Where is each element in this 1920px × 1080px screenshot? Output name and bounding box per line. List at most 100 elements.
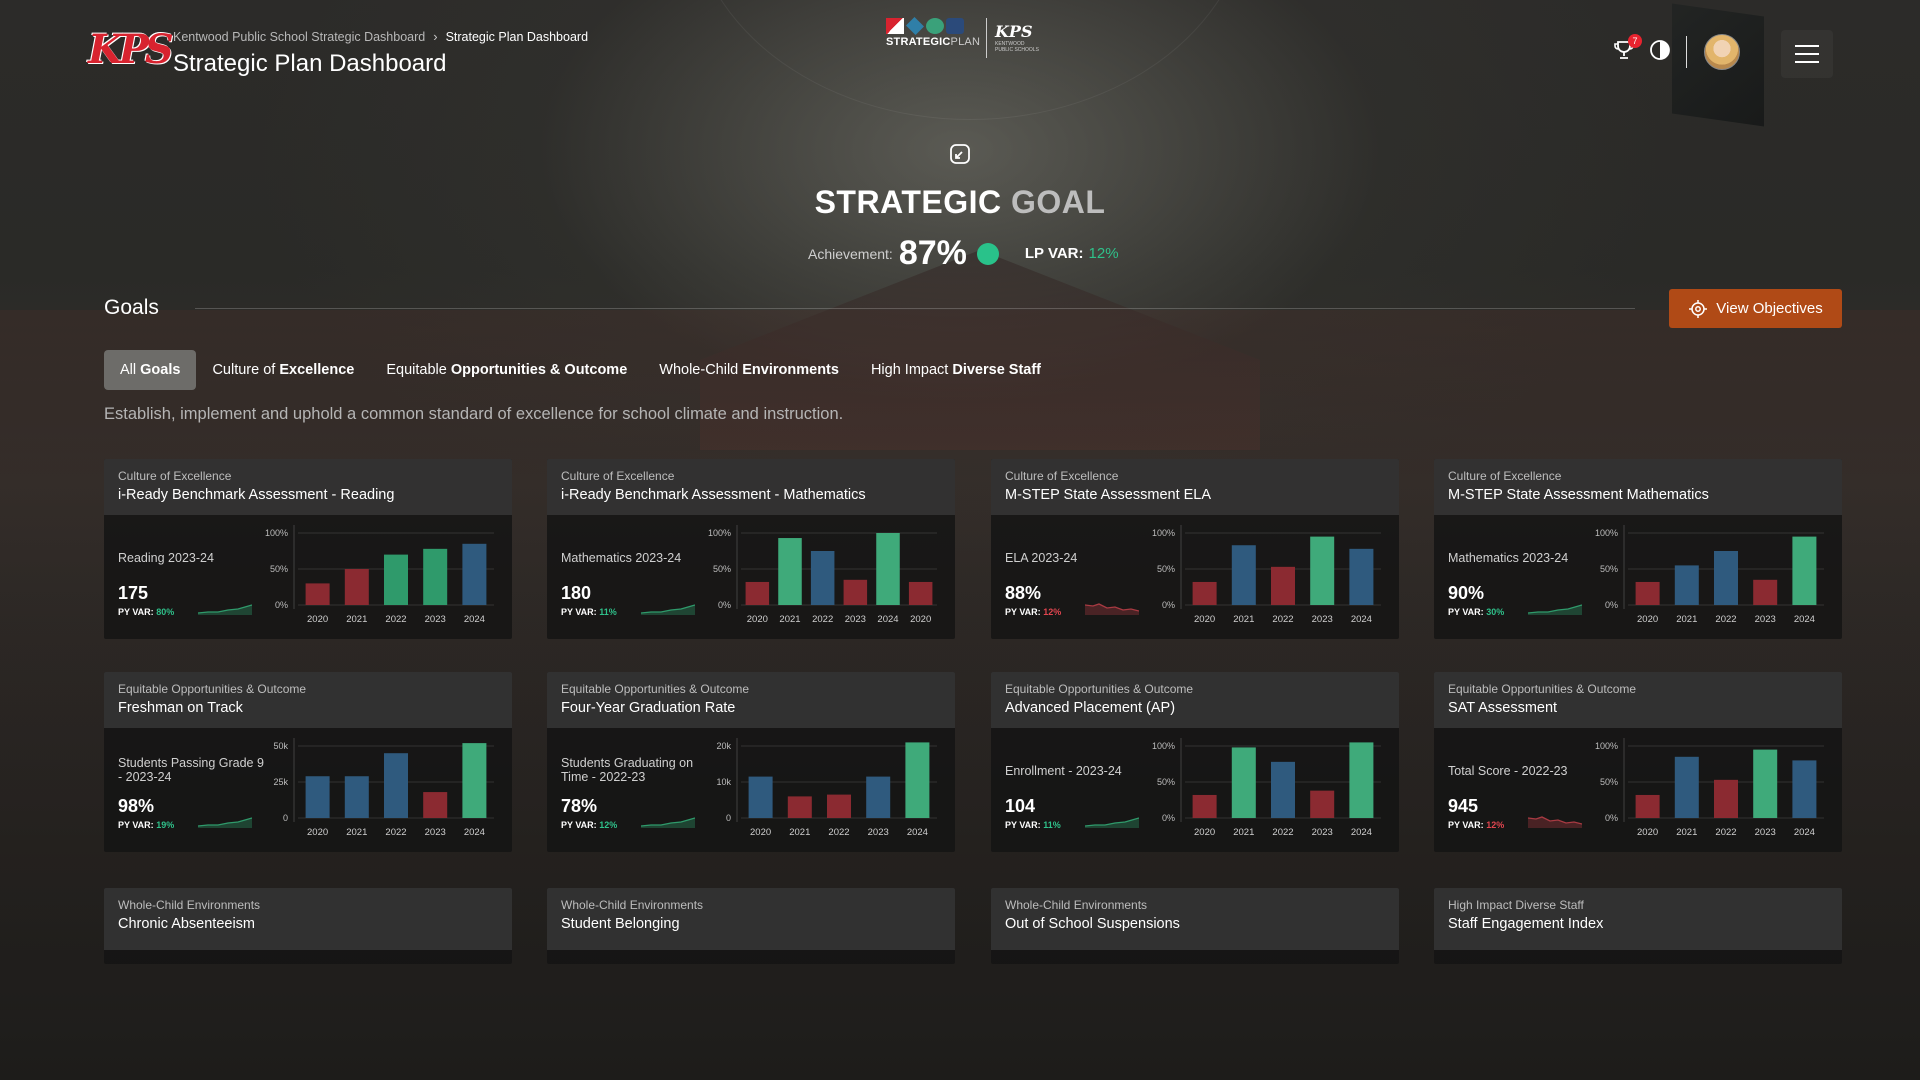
card-title: i-Ready Benchmark Assessment - Reading <box>118 487 395 503</box>
sparkline-line <box>641 604 695 614</box>
x-tick-label: 2020 <box>747 614 768 625</box>
tab-equitable-bold: Opportunities & Outcome <box>450 362 628 378</box>
target-icon <box>1689 299 1708 318</box>
bar-chart: 50k 25k 0 2020 2021 2022 2023 2024 <box>273 738 494 838</box>
tab-whole-child[interactable]: Whole-Child Environments <box>643 350 855 390</box>
y-tick-label: 50% <box>1600 564 1618 574</box>
sparkline <box>641 604 695 615</box>
view-objectives-button[interactable]: View Objectives <box>1669 289 1842 328</box>
status-dot-icon <box>976 242 999 265</box>
kps-logo[interactable]: KPS <box>88 22 174 82</box>
notification-icon[interactable]: 7 <box>1612 34 1642 68</box>
tab-culture-of-excellence[interactable]: Culture of Excellence <box>196 350 370 390</box>
bar <box>1674 756 1699 818</box>
tab-all-goals[interactable]: All Goals <box>104 350 197 390</box>
metric-label: Students Passing Grade 9 - 2023-24 <box>118 756 264 784</box>
py-var: PY VAR: 19% <box>118 820 174 830</box>
breadcrumb-separator-icon: › <box>433 29 438 44</box>
bar <box>1231 747 1256 818</box>
goal-card[interactable]: High Impact Diverse Staff Staff Engagemen… <box>1434 888 1842 964</box>
x-tick-label: 2022 <box>828 827 849 838</box>
bar <box>1310 790 1335 818</box>
metric-label: Students Graduating on Time - 2022-23 <box>561 756 694 784</box>
card-title: Out of School Suspensions <box>1005 916 1180 932</box>
bar <box>423 548 448 605</box>
x-tick-label: 2023 <box>425 614 446 625</box>
achievement-label: Achievement: <box>808 245 893 262</box>
metric-value: 180 <box>561 583 592 603</box>
goal-card[interactable]: Whole-Child Environments Chronic Absentee… <box>104 888 512 964</box>
py-var-label: PY VAR: <box>1448 607 1484 617</box>
py-var: PY VAR: 12% <box>1005 607 1061 617</box>
x-tick-label: 2020 <box>1637 614 1658 625</box>
y-tick-label: 50% <box>1600 777 1618 787</box>
x-tick-label: 2020 <box>307 614 328 625</box>
card-category: Equitable Opportunities & Outcome <box>561 682 750 696</box>
contrast-toggle-icon[interactable] <box>1648 38 1678 68</box>
sparkline-line <box>641 817 695 827</box>
py-var-value: 12% <box>1043 607 1062 617</box>
expand-icon[interactable] <box>948 142 972 166</box>
bar <box>305 776 330 818</box>
tab-whole-child-bold: Environments <box>742 362 839 378</box>
py-var-label: PY VAR: <box>561 607 597 617</box>
bar <box>1753 749 1778 818</box>
goal-card[interactable]: Equitable Opportunities & Outcome Advance… <box>991 672 1399 852</box>
goal-card[interactable]: Culture of Excellence i-Ready Benchmark A… <box>104 459 512 639</box>
bar <box>305 583 330 605</box>
goal-card[interactable]: Equitable Opportunities & Outcome Freshma… <box>104 672 512 852</box>
x-tick-label: 2021 <box>779 614 800 625</box>
bar <box>876 533 900 605</box>
notification-badge: 7 <box>1628 34 1642 48</box>
y-tick-label: 20k <box>716 741 731 751</box>
x-tick-label: 2020 <box>307 827 328 838</box>
py-var-value: 80% <box>156 607 175 617</box>
x-tick-label: 2021 <box>1233 827 1254 838</box>
y-tick-label: 50k <box>273 741 288 751</box>
user-avatar[interactable] <box>1704 34 1740 70</box>
py-var-label: PY VAR: <box>118 607 154 617</box>
y-tick-label: 0 <box>283 813 288 823</box>
card-category: High Impact Diverse Staff <box>1448 898 1584 912</box>
menu-icon[interactable] <box>1781 30 1833 78</box>
bar <box>1310 536 1335 605</box>
card-title: Four-Year Graduation Rate <box>561 700 736 716</box>
breadcrumb-item-home[interactable]: Kentwood Public School Strategic Dashboa… <box>173 29 426 44</box>
y-tick-label: 100% <box>1152 741 1175 751</box>
y-tick-label: 100% <box>708 528 731 538</box>
tab-staff-pre: High Impact <box>870 362 953 378</box>
goal-card[interactable]: Culture of Excellence i-Ready Benchmark A… <box>547 459 955 639</box>
goal-card[interactable]: Equitable Opportunities & Outcome Four-Ye… <box>547 672 955 852</box>
y-tick-label: 50% <box>713 564 731 574</box>
bar <box>1349 742 1374 818</box>
goals-divider <box>195 308 1635 309</box>
tab-equitable-opportunities[interactable]: Equitable Opportunities & Outcome <box>370 350 643 390</box>
header-divider <box>1686 36 1687 68</box>
tab-culture-bold: Excellence <box>279 362 355 378</box>
goal-card[interactable]: Equitable Opportunities & Outcome SAT Ass… <box>1434 672 1842 852</box>
card-category: Equitable Opportunities & Outcome <box>1005 682 1194 696</box>
bar <box>908 581 933 605</box>
py-var-value: 12% <box>599 820 618 830</box>
sparkline-line <box>198 604 252 614</box>
metric-label: ELA 2023-24 <box>1005 551 1078 565</box>
card-title: Chronic Absenteeism <box>118 916 256 932</box>
bar-chart: 100% 50% 0% 2020 2021 2022 2023 2024 <box>1595 525 1824 625</box>
y-tick-label: 10k <box>716 777 731 787</box>
goal-card[interactable]: Culture of Excellence M-STEP State Assess… <box>1434 459 1842 639</box>
bar <box>1714 551 1738 605</box>
bar <box>748 776 773 818</box>
goal-card[interactable]: Whole-Child Environments Student Belongin… <box>547 888 955 964</box>
goal-card[interactable]: Culture of Excellence M-STEP State Assess… <box>991 459 1399 639</box>
pillar-equity-icon <box>905 16 925 36</box>
tab-high-impact-staff[interactable]: High Impact Diverse Staff <box>855 350 1057 390</box>
card-category: Culture of Excellence <box>1448 469 1562 483</box>
strategic-goal-title: STRATEGIC GOAL <box>0 184 1920 221</box>
metric-value: 104 <box>1005 796 1036 816</box>
card-category: Culture of Excellence <box>118 469 232 483</box>
bar <box>384 753 408 818</box>
achievement-value: 87% <box>898 234 967 272</box>
goal-card[interactable]: Whole-Child Environments Out of School Su… <box>991 888 1399 964</box>
bar <box>462 743 487 818</box>
x-tick-label: 2023 <box>1312 827 1333 838</box>
